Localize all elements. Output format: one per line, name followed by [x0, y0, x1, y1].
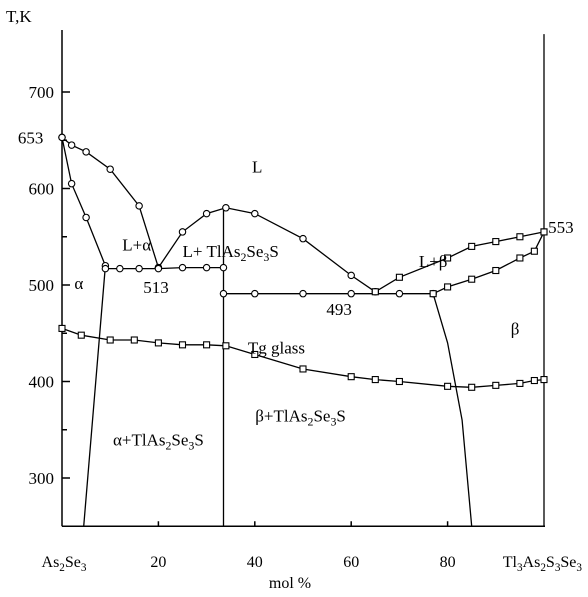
- point-compound-liquidus-4: [251, 209, 259, 218]
- point-beta-liquidus-3: [468, 242, 476, 250]
- region-label-beta-compound: β+TlAs2​Se3​S: [255, 406, 346, 428]
- point-glass-transition-6: [203, 341, 211, 349]
- axes: 300 400 500 600 700 As2​Se3​ 20 40 60 80 Tl3​As2​S…: [29, 30, 583, 574]
- point-eutectic-493-4: [395, 289, 404, 298]
- point-alpha-liquidus-2: [82, 148, 90, 156]
- region-label-L-alpha: L+α: [122, 235, 151, 254]
- region-label-L: L: [252, 157, 262, 176]
- point-eutectic-493-3: [347, 289, 355, 298]
- point-glass-transition-1: [77, 331, 85, 339]
- point-eutectic-513-1: [116, 264, 124, 273]
- point-label-t513: 513: [143, 278, 169, 297]
- point-eutectic-513-0: [101, 264, 110, 273]
- point-beta-liquidus-2: [444, 254, 452, 262]
- point-glass-transition-15: [492, 381, 500, 389]
- point-alpha-solidus-1: [67, 179, 76, 188]
- point-beta-solidus-1: [444, 283, 452, 291]
- y-tick-label-400: 400: [29, 373, 55, 392]
- region-label-L-compound: L+ TlAs2​Se3​S: [183, 242, 279, 264]
- point-glass-transition-18: [540, 376, 548, 384]
- point-glass-transition-11: [371, 376, 379, 384]
- point-beta-solidus-3: [492, 266, 500, 275]
- point-glass-transition-7: [222, 342, 230, 350]
- point-eutectic-513-2: [135, 264, 143, 273]
- curve-beta-solvus: [432, 293, 473, 527]
- curve-alpha-solvus: [83, 265, 107, 527]
- point-beta-solidus-4: [516, 254, 524, 262]
- y-tick-label-500: 500: [29, 276, 55, 295]
- point-glass-transition-0: [58, 324, 66, 332]
- point-compound-liquidus-1: [178, 228, 187, 236]
- point-glass-transition-13: [444, 382, 452, 390]
- y-axis-label: T,K: [6, 7, 32, 26]
- point-beta-solidus-2: [468, 275, 476, 283]
- point-glass-transition-2: [106, 336, 114, 344]
- point-eutectic-513-6: [219, 263, 228, 272]
- point-glass-transition-17: [530, 376, 538, 385]
- region-label-beta: β: [511, 319, 520, 338]
- x-tick-label-20: 20: [150, 554, 166, 571]
- point-label-t553: 553: [548, 218, 574, 237]
- point-alpha-liquidus-1: [67, 141, 76, 149]
- point-eutectic-493-2: [299, 289, 307, 298]
- point-beta-solidus-5: [530, 247, 538, 255]
- point-beta-solidus-0: [429, 290, 437, 298]
- region-label-alpha-compound: α+TlAs2​Se3​S: [113, 430, 204, 452]
- point-alpha-liquidus-4: [135, 202, 143, 210]
- point-beta-liquidus-5: [516, 233, 524, 241]
- x-tick-label-80: 80: [440, 554, 456, 571]
- point-beta-liquidus-1: [395, 273, 403, 281]
- x-tick-label-0: As2​Se3​: [42, 554, 87, 574]
- point-eutectic-493-0: [219, 289, 228, 298]
- point-glass-transition-16: [516, 379, 524, 387]
- point-beta-solidus-6: [540, 228, 548, 236]
- point-glass-transition-5: [178, 341, 187, 349]
- y-tick-label-600: 600: [29, 180, 55, 199]
- labels: L L+α L+ TlAs2​Se3​S α L+β β Tg glass α+TlAs2​S…: [18, 128, 574, 452]
- x-tick-label-100: Tl3​As2​S3​Se3​: [503, 554, 583, 574]
- point-glass-transition-14: [468, 383, 476, 391]
- curve-alpha-solidus: [61, 137, 107, 266]
- point-compound-liquidus-6: [347, 271, 355, 280]
- point-label-t653: 653: [18, 128, 44, 147]
- curve-compound-liquidus: [157, 207, 376, 293]
- point-glass-transition-3: [130, 336, 138, 344]
- point-eutectic-513-4: [178, 263, 187, 272]
- point-alpha-liquidus-3: [106, 165, 114, 173]
- y-tick-label-700: 700: [29, 83, 55, 102]
- point-alpha-solidus-0: [58, 133, 66, 142]
- point-beta-liquidus-4: [492, 238, 500, 246]
- point-eutectic-493-1: [251, 289, 259, 298]
- point-eutectic-513-5: [202, 263, 211, 272]
- point-eutectic-513-3: [154, 264, 163, 273]
- markers: [58, 133, 548, 391]
- point-label-t493: 493: [326, 300, 352, 319]
- point-glass-transition-9: [299, 365, 307, 373]
- point-alpha-solidus-2: [82, 213, 90, 222]
- point-glass-transition-12: [395, 377, 403, 386]
- region-label-L-beta: L+β: [419, 252, 448, 271]
- region-label-tg-glass: Tg glass: [248, 339, 305, 358]
- x-axis-label: mol %: [269, 575, 311, 592]
- point-glass-transition-4: [154, 339, 162, 347]
- point-glass-transition-8: [251, 350, 259, 359]
- region-label-alpha: α: [74, 274, 83, 293]
- point-compound-liquidus-3: [222, 204, 230, 212]
- point-glass-transition-10: [347, 373, 355, 381]
- x-tick-label-60: 60: [343, 554, 359, 571]
- point-beta-liquidus-0: [371, 288, 379, 296]
- point-compound-liquidus-2: [202, 209, 211, 218]
- y-tick-label-300: 300: [29, 469, 55, 488]
- point-compound-liquidus-5: [299, 234, 307, 243]
- x-tick-label-40: 40: [247, 554, 263, 571]
